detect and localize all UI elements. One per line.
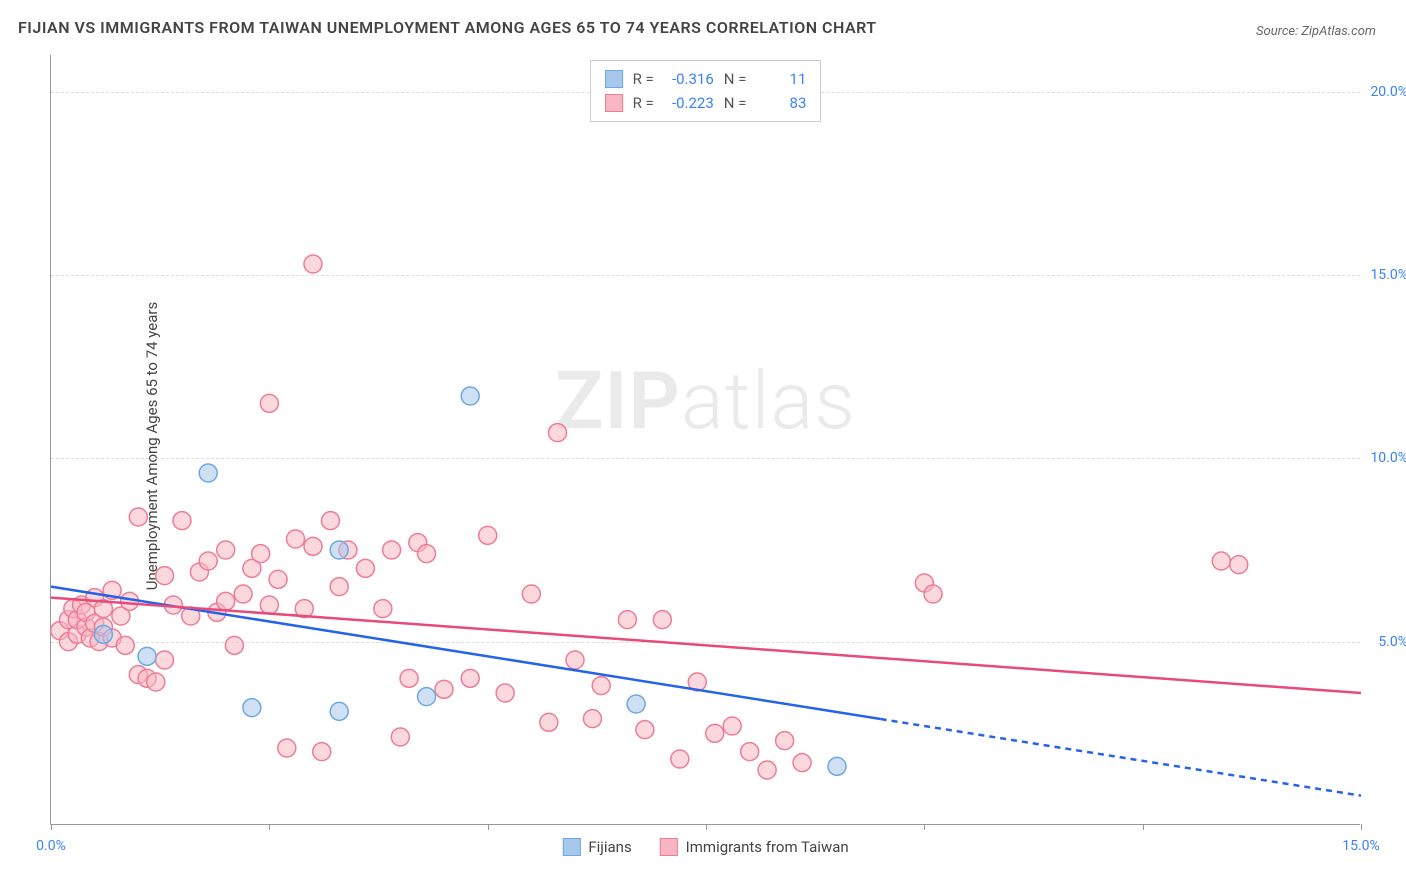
scatter-point xyxy=(566,651,584,669)
scatter-point xyxy=(828,757,846,775)
scatter-point xyxy=(260,596,278,614)
scatter-point xyxy=(618,611,636,629)
scatter-point xyxy=(269,570,287,588)
scatter-point xyxy=(592,677,610,695)
scatter-point xyxy=(706,724,724,742)
scatter-point xyxy=(199,464,217,482)
scatter-point xyxy=(330,541,348,559)
y-tick-label: 10.0% xyxy=(1370,450,1406,466)
scatter-point xyxy=(627,695,645,713)
scatter-point xyxy=(391,728,409,746)
correlation-chart: FIJIAN VS IMMIGRANTS FROM TAIWAN UNEMPLO… xyxy=(0,0,1406,892)
scatter-point xyxy=(435,680,453,698)
scatter-point xyxy=(225,636,243,654)
scatter-point xyxy=(217,592,235,610)
regression-line-extrapolated xyxy=(881,719,1361,796)
scatter-point xyxy=(383,541,401,559)
scatter-point xyxy=(330,578,348,596)
scatter-point xyxy=(1230,556,1248,574)
x-tick-label: 0.0% xyxy=(36,838,66,854)
scatter-point xyxy=(418,688,436,706)
scatter-point xyxy=(147,673,165,691)
scatter-point xyxy=(304,537,322,555)
scatter-point xyxy=(156,567,174,585)
scatter-point xyxy=(671,750,689,768)
scatter-point xyxy=(653,611,671,629)
scatter-point xyxy=(461,669,479,687)
scatter-point xyxy=(234,585,252,603)
scatter-point xyxy=(924,585,942,603)
stats-legend-box: R = -0.316 N = 11 R = -0.223 N = 83 xyxy=(590,60,822,122)
scatter-point xyxy=(636,721,654,739)
scatter-point xyxy=(260,394,278,412)
scatter-point xyxy=(1212,552,1230,570)
stats-row-taiwan: R = -0.223 N = 83 xyxy=(605,91,807,115)
y-tick-label: 15.0% xyxy=(1370,267,1406,283)
chart-title: FIJIAN VS IMMIGRANTS FROM TAIWAN UNEMPLO… xyxy=(18,18,877,37)
scatter-point xyxy=(313,743,331,761)
scatter-point xyxy=(243,699,261,717)
scatter-point xyxy=(723,717,741,735)
scatter-point xyxy=(156,651,174,669)
legend-swatch-fijians xyxy=(605,70,623,88)
scatter-point xyxy=(418,545,436,563)
scatter-point xyxy=(321,512,339,530)
scatter-point xyxy=(400,669,418,687)
scatter-point xyxy=(496,684,514,702)
scatter-point xyxy=(776,732,794,750)
stats-row-fijians: R = -0.316 N = 11 xyxy=(605,67,807,91)
legend-swatch-fijians xyxy=(562,838,580,856)
scatter-point xyxy=(330,702,348,720)
source-attribution: Source: ZipAtlas.com xyxy=(1256,24,1376,39)
bottom-legend: Fijians Immigrants from Taiwan xyxy=(562,838,848,856)
y-tick-label: 20.0% xyxy=(1370,84,1406,100)
plot-area: ZIPatlas 5.0%10.0%15.0%20.0% R = -0.316 … xyxy=(50,55,1360,825)
legend-swatch-taiwan xyxy=(605,94,623,112)
legend-swatch-taiwan xyxy=(660,838,678,856)
scatter-point xyxy=(479,526,497,544)
scatter-point xyxy=(304,255,322,273)
scatter-point xyxy=(129,508,147,526)
scatter-point xyxy=(793,754,811,772)
x-tick-label: 15.0% xyxy=(1342,838,1380,854)
scatter-point xyxy=(540,713,558,731)
legend-item-taiwan: Immigrants from Taiwan xyxy=(660,838,849,856)
scatter-point xyxy=(356,559,374,577)
y-tick-label: 5.0% xyxy=(1378,634,1406,650)
scatter-point xyxy=(116,636,134,654)
scatter-point xyxy=(173,512,191,530)
scatter-point xyxy=(94,625,112,643)
scatter-point xyxy=(278,739,296,757)
scatter-point xyxy=(461,387,479,405)
scatter-point xyxy=(741,743,759,761)
scatter-point xyxy=(583,710,601,728)
scatter-point xyxy=(374,600,392,618)
scatter-point xyxy=(522,585,540,603)
scatter-point xyxy=(252,545,270,563)
scatter-point xyxy=(199,552,217,570)
scatter-point xyxy=(217,541,235,559)
scatter-plot-svg xyxy=(51,55,1360,824)
scatter-point xyxy=(549,424,567,442)
scatter-point xyxy=(138,647,156,665)
scatter-point xyxy=(758,761,776,779)
legend-item-fijians: Fijians xyxy=(562,838,631,856)
scatter-point xyxy=(287,530,305,548)
